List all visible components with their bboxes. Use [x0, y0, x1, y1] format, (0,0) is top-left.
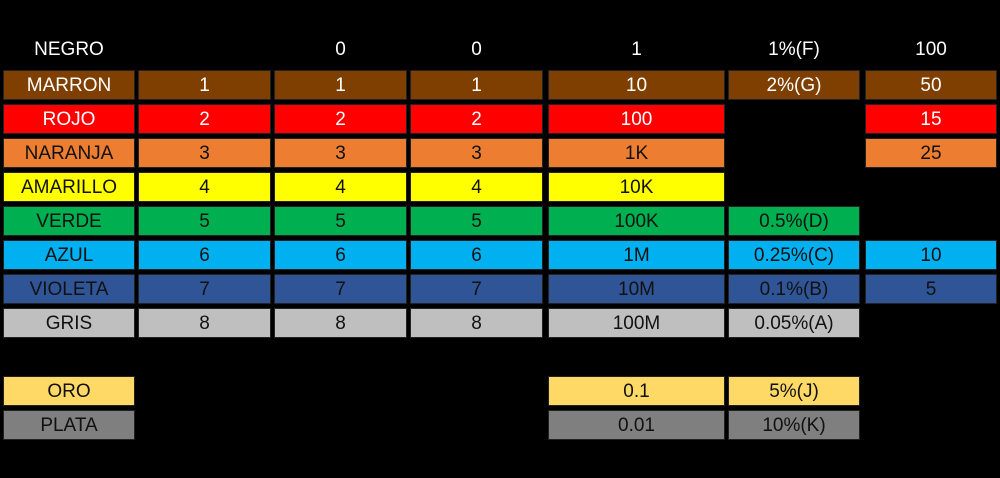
cell-violeta-d3: 7 — [410, 274, 543, 304]
cell-gris-tol: 0.05%(A) — [728, 308, 860, 338]
cell-amarillo-d1: 4 — [138, 172, 271, 202]
cell-verde-d1: 5 — [138, 206, 271, 236]
cell-rojo-d3: 2 — [410, 104, 543, 134]
cell-gris-d3: 8 — [410, 308, 543, 338]
cell-gris-name: GRIS — [3, 308, 135, 338]
cell-verde-name: VERDE — [3, 206, 135, 236]
cell-amarillo-name: AMARILLO — [3, 172, 135, 202]
cell-marron-tol: 2%(G) — [728, 70, 860, 100]
cell-gris-d1: 8 — [138, 308, 271, 338]
cell-verde-d2: 5 — [274, 206, 407, 236]
cell-marron-tc: 50 — [865, 70, 997, 100]
cell-oro-mult: 0.1 — [548, 376, 725, 406]
cell-marron-d3: 1 — [410, 70, 543, 100]
cell-verde-d3: 5 — [410, 206, 543, 236]
cell-azul-mult: 1M — [548, 240, 725, 270]
cell-rojo-mult: 100 — [548, 104, 725, 134]
header-multiplier: 1 — [631, 39, 642, 60]
cell-verde-tol: 0.5%(D) — [728, 206, 860, 236]
cell-violeta-tol: 0.1%(B) — [728, 274, 860, 304]
header-tolerance: 1%(F) — [768, 39, 820, 60]
cell-rojo-d1: 2 — [138, 104, 271, 134]
cell-plata-mult: 0.01 — [548, 410, 725, 440]
cell-oro-tol: 5%(J) — [728, 376, 860, 406]
cell-amarillo-mult: 10K — [548, 172, 725, 202]
cell-amarillo-d2: 4 — [274, 172, 407, 202]
cell-violeta-d2: 7 — [274, 274, 407, 304]
cell-gris-mult: 100M — [548, 308, 725, 338]
cell-plata-name: PLATA — [3, 410, 135, 440]
cell-rojo-name: ROJO — [3, 104, 135, 134]
cell-marron-name: MARRON — [3, 70, 135, 100]
cell-azul-d3: 6 — [410, 240, 543, 270]
cell-marron-d1: 1 — [138, 70, 271, 100]
cell-naranja-d3: 3 — [410, 138, 543, 168]
header-temp-coeff: 100 — [915, 39, 947, 60]
cell-azul-tc: 10 — [865, 240, 997, 270]
cell-azul-name: AZUL — [3, 240, 135, 270]
header-digit2: 0 — [335, 39, 346, 60]
cell-oro-name: ORO — [3, 376, 135, 406]
cell-azul-d1: 6 — [138, 240, 271, 270]
cell-violeta-mult: 10M — [548, 274, 725, 304]
cell-marron-d2: 1 — [274, 70, 407, 100]
cell-violeta-d1: 7 — [138, 274, 271, 304]
cell-amarillo-d3: 4 — [410, 172, 543, 202]
cell-plata-tol: 10%(K) — [728, 410, 860, 440]
cell-naranja-d2: 3 — [274, 138, 407, 168]
cell-naranja-d1: 3 — [138, 138, 271, 168]
header-color-name: NEGRO — [34, 39, 104, 60]
header-digit1 — [138, 35, 271, 65]
header-digit3: 0 — [471, 39, 482, 60]
cell-naranja-name: NARANJA — [3, 138, 135, 168]
cell-gris-d2: 8 — [274, 308, 407, 338]
cell-azul-d2: 6 — [274, 240, 407, 270]
cell-violeta-name: VIOLETA — [3, 274, 135, 304]
cell-violeta-tc: 5 — [865, 274, 997, 304]
cell-marron-mult: 10 — [548, 70, 725, 100]
cell-rojo-d2: 2 — [274, 104, 407, 134]
cell-naranja-tc: 25 — [865, 138, 997, 168]
cell-verde-mult: 100K — [548, 206, 725, 236]
cell-azul-tol: 0.25%(C) — [728, 240, 860, 270]
cell-rojo-tc: 15 — [865, 104, 997, 134]
cell-naranja-mult: 1K — [548, 138, 725, 168]
